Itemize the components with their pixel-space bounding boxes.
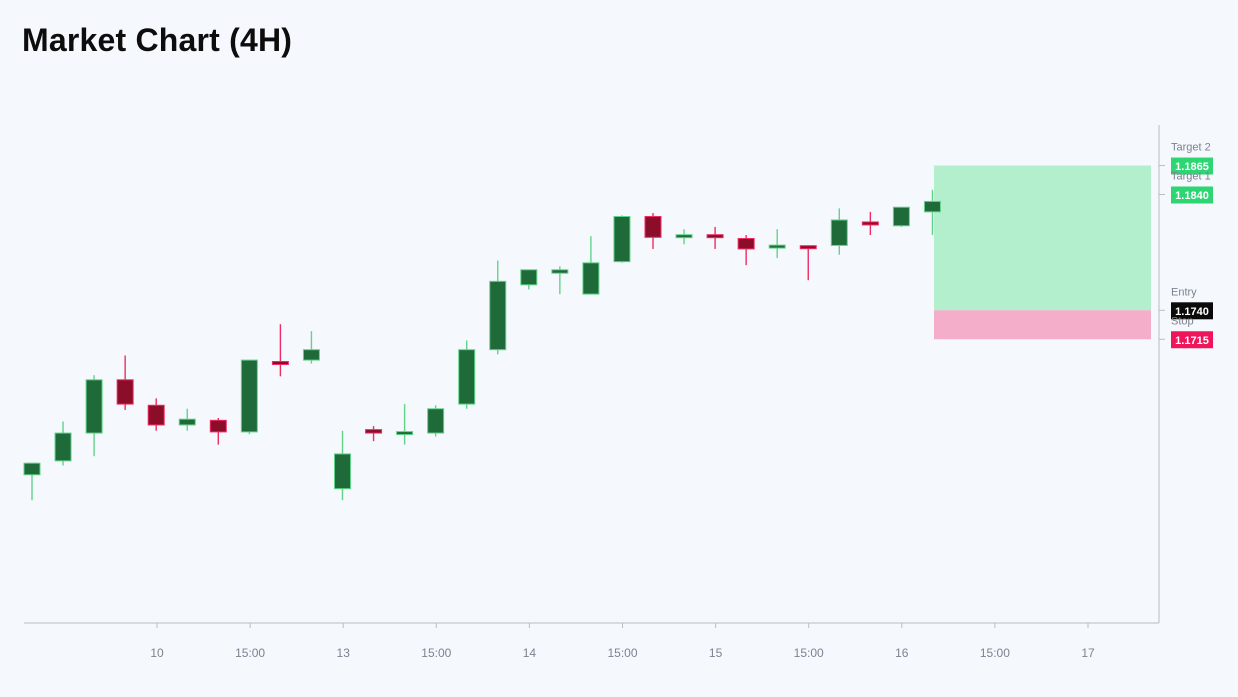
price-level-value: 1.1865	[1175, 161, 1209, 173]
x-tick-label: 14	[523, 646, 537, 660]
candle-body	[271, 360, 289, 365]
candles-group	[23, 189, 941, 501]
price-level: Target 2 1.1865	[1159, 142, 1213, 175]
price-level: Stop 1.1715	[1159, 315, 1213, 349]
candle[interactable]	[675, 229, 693, 245]
candle[interactable]	[85, 375, 103, 457]
candle[interactable]	[334, 430, 351, 501]
candle[interactable]	[830, 208, 848, 255]
price-level-label: Stop	[1171, 315, 1194, 327]
x-tick-label: 15:00	[421, 646, 451, 660]
candle[interactable]	[209, 418, 227, 445]
price-level-value: 1.1740	[1175, 306, 1209, 318]
x-tick-label: 15:00	[980, 646, 1010, 660]
candle[interactable]	[178, 408, 196, 431]
candle[interactable]	[861, 211, 879, 236]
candle[interactable]	[116, 355, 134, 410]
candle[interactable]	[551, 266, 569, 295]
price-level-badge	[1171, 186, 1213, 204]
candle-body	[365, 429, 383, 434]
price-level-badge	[1171, 331, 1213, 349]
profit-zone	[934, 165, 1151, 311]
candle-body	[147, 404, 165, 426]
x-axis-ticks: 10 15:00 13 15:00 14 15:00 15 15:00 16 15:00 17	[150, 623, 1095, 660]
price-level-value: 1.1840	[1175, 190, 1209, 202]
price-level-label: Target 2	[1171, 142, 1211, 154]
x-tick-label: 10	[150, 646, 164, 660]
candle[interactable]	[147, 398, 165, 431]
candle-body	[23, 462, 41, 476]
axes	[24, 125, 1160, 624]
page-title: Market Chart (4H)	[22, 22, 293, 58]
candle-body	[923, 200, 941, 213]
candle-body	[830, 219, 848, 246]
candle[interactable]	[923, 189, 941, 236]
price-level-badge	[1171, 157, 1213, 175]
candle-body	[209, 419, 227, 433]
price-level-badge	[1171, 302, 1213, 320]
candle-body	[396, 431, 414, 436]
candle[interactable]	[54, 421, 72, 466]
candle[interactable]	[23, 462, 41, 501]
candle[interactable]	[613, 215, 631, 263]
x-tick-label: 17	[1081, 646, 1095, 660]
x-tick-label: 13	[337, 646, 351, 660]
candle-body	[675, 234, 693, 239]
candle[interactable]	[396, 404, 414, 445]
price-level-label: Target 1	[1171, 170, 1211, 182]
loss-zone	[934, 310, 1151, 340]
candle-body	[302, 349, 320, 361]
candle-body	[178, 418, 196, 426]
candle-body	[799, 245, 817, 250]
candle[interactable]	[240, 359, 258, 435]
candle[interactable]	[427, 405, 445, 437]
candle[interactable]	[737, 235, 755, 266]
x-tick-label: 15	[709, 646, 723, 660]
candle[interactable]	[892, 206, 910, 227]
candle-body	[861, 221, 879, 226]
price-level-value: 1.1715	[1175, 335, 1209, 347]
candle-body	[582, 262, 600, 295]
trade-zones	[934, 165, 1151, 340]
price-level: Entry 1.1740	[1159, 286, 1213, 320]
candle[interactable]	[365, 426, 383, 442]
candle-body	[427, 408, 445, 434]
candle-body	[551, 269, 569, 274]
price-level-label: Entry	[1171, 286, 1197, 298]
candle[interactable]	[768, 229, 786, 259]
candle-body	[892, 206, 910, 227]
candle-body	[737, 237, 755, 250]
candle-body	[520, 269, 538, 286]
candle-body	[613, 215, 631, 263]
candle-body	[768, 244, 786, 249]
candle-body	[85, 379, 103, 434]
candle-body	[644, 215, 662, 238]
candle[interactable]	[271, 324, 289, 377]
candle[interactable]	[520, 269, 538, 290]
price-level: Target 1 1.1840	[1159, 170, 1213, 204]
x-tick-label: 15:00	[794, 646, 824, 660]
candle[interactable]	[706, 226, 724, 249]
candle[interactable]	[458, 340, 476, 409]
candle-body	[334, 453, 351, 490]
candle[interactable]	[644, 213, 662, 249]
candle-body	[489, 280, 507, 351]
candle[interactable]	[302, 331, 320, 364]
candle-body	[54, 432, 72, 462]
candle-body	[116, 379, 134, 405]
candle[interactable]	[489, 260, 507, 355]
candle-body	[240, 359, 258, 433]
candle-body	[706, 234, 724, 239]
candle[interactable]	[799, 245, 817, 281]
x-tick-label: 16	[895, 646, 909, 660]
x-tick-label: 15:00	[607, 646, 637, 660]
x-tick-label: 15:00	[235, 646, 265, 660]
candle[interactable]	[582, 236, 600, 295]
candle-body	[458, 349, 476, 405]
